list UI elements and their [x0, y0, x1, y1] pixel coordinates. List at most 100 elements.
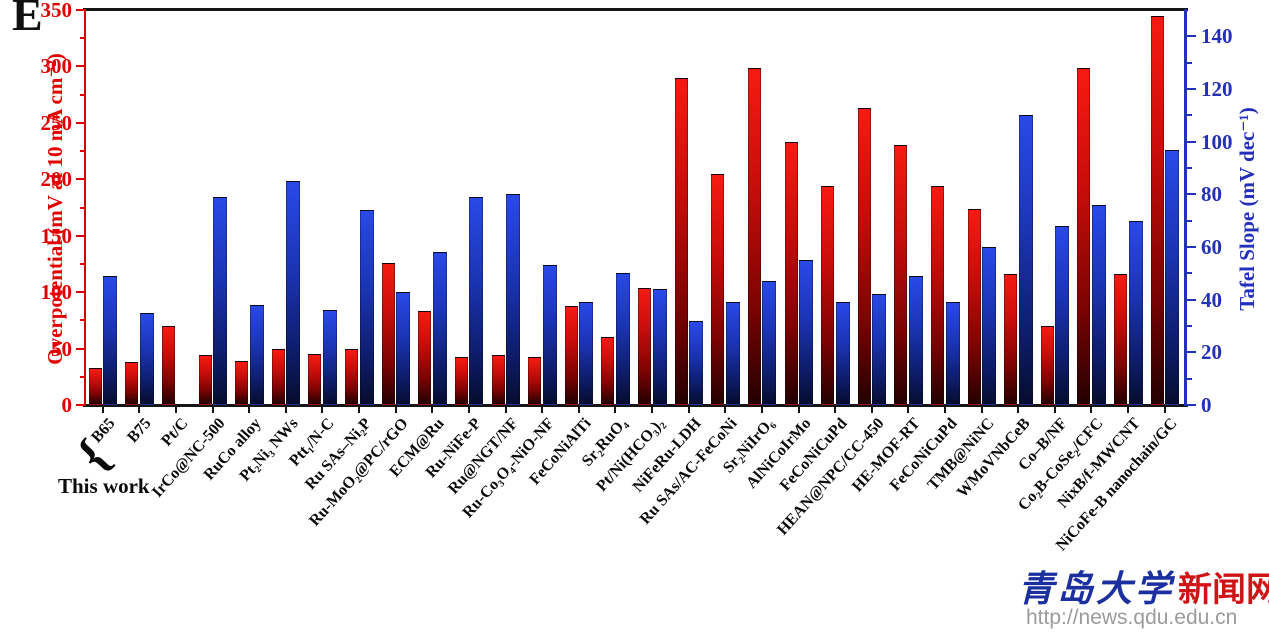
tafel-slope-bar [542, 265, 557, 405]
right-axis-major-tick [1187, 404, 1196, 406]
tafel-slope-bar [652, 289, 667, 405]
right-axis-tick-label: 60 [1201, 235, 1222, 259]
tafel-slope-bar [982, 247, 997, 405]
x-axis-line [83, 404, 1188, 407]
tafel-slope-bar [1165, 149, 1180, 405]
tafel-slope-bar [872, 294, 887, 405]
category-label: B75 [124, 415, 155, 447]
right-axis-major-tick [1187, 246, 1196, 248]
left-axis-tick-label: 300 [40, 54, 73, 79]
overpotential-bar [1150, 15, 1164, 405]
right-axis-major-tick [1187, 140, 1196, 143]
tafel-slope-bar [1128, 220, 1143, 405]
tafel-slope-bar [249, 304, 264, 405]
right-axis-minor-tick [1187, 272, 1192, 275]
right-axis-minor-tick [1187, 325, 1192, 327]
overpotential-bar [821, 186, 835, 405]
overpotential-bar [528, 356, 542, 405]
right-axis-major-tick [1187, 351, 1196, 354]
tafel-slope-bar [1055, 225, 1070, 405]
left-axis-minor-tick [80, 319, 85, 322]
x-axis-tick [1090, 406, 1093, 413]
overpotential-bar [198, 355, 212, 405]
right-axis-minor-tick [1187, 377, 1192, 380]
overpotential-bar [271, 348, 285, 405]
watermark-url: http://news.qdu.edu.cn [1026, 606, 1238, 629]
overpotential-bar [564, 305, 578, 405]
right-axis-tick-label: 100 [1201, 129, 1233, 154]
tafel-slope-bar [1018, 115, 1033, 405]
overpotential-bar [1040, 326, 1054, 405]
left-axis-title: Overpotential (mV at 10 mA cm⁻²) [43, 53, 67, 365]
tafel-slope-bar [396, 291, 411, 405]
overpotential-bar [381, 262, 395, 405]
right-axis-minor-tick [1187, 61, 1192, 64]
left-axis-tick-label: 50 [51, 336, 72, 361]
tafel-slope-bar [579, 302, 594, 405]
left-axis-minor-tick [80, 37, 85, 40]
x-axis-tick [394, 406, 397, 413]
left-axis-major-tick [76, 404, 85, 406]
tafel-slope-bar [725, 302, 740, 405]
x-axis-tick [1163, 406, 1166, 413]
overpotential-bar [88, 367, 102, 405]
left-axis-minor-tick [80, 206, 85, 209]
right-axis-major-tick [1187, 298, 1196, 301]
left-axis-major-tick [76, 347, 85, 350]
x-axis-tick [467, 406, 470, 413]
overpotential-bar [894, 145, 908, 405]
overpotential-bar [601, 337, 615, 405]
overpotential-bar [161, 326, 175, 405]
overpotential-bar [747, 67, 761, 405]
tafel-slope-bar [799, 260, 813, 405]
overpotential-bar [345, 348, 358, 405]
right-axis-major-tick [1187, 88, 1196, 90]
left-axis-tick-label: 350 [40, 0, 73, 22]
right-axis-title: Tafel Slope (mV dec⁻¹) [1235, 107, 1259, 311]
left-axis-major-tick [76, 65, 85, 68]
left-axis-major-tick [76, 121, 85, 124]
x-axis-tick [1127, 406, 1130, 413]
left-axis-tick-label: 150 [40, 223, 73, 248]
left-axis-minor-tick [80, 262, 85, 265]
overpotential-bar [638, 287, 651, 405]
x-axis-tick [980, 406, 983, 413]
tafel-slope-bar [945, 302, 960, 405]
left-axis-tick-label: 100 [40, 280, 73, 305]
tafel-slope-bar [506, 194, 520, 405]
tafel-slope-bar [103, 276, 118, 405]
left-axis-major-tick [76, 9, 85, 11]
right-axis-tick-label: 0 [1201, 393, 1212, 417]
x-axis-tick [541, 406, 544, 413]
overpotential-bar [491, 355, 505, 405]
tafel-slope-bar [689, 320, 704, 405]
x-axis-tick [724, 406, 727, 413]
watermark-news-network: 新闻网 [1178, 572, 1269, 609]
left-axis-tick-label: 0 [61, 393, 73, 417]
x-axis-tick [651, 406, 653, 413]
x-axis-tick [760, 406, 763, 413]
x-axis-tick [1053, 406, 1056, 413]
overpotential-bar [418, 311, 432, 405]
watermark-university-name: 青岛大学 [1018, 569, 1175, 609]
x-axis-tick [944, 406, 946, 413]
right-axis-minor-tick [1187, 167, 1192, 169]
left-axis-minor-tick [80, 375, 85, 378]
right-axis-minor-tick [1187, 114, 1192, 117]
x-axis-tick [797, 406, 800, 413]
tafel-slope-bar [213, 197, 228, 405]
category-label: Pt/C [158, 415, 192, 450]
watermark: 青岛大学 新闻网 [1018, 560, 1269, 612]
right-axis-line [1184, 9, 1187, 406]
x-axis-tick [321, 406, 324, 413]
left-axis-minor-tick [80, 150, 85, 153]
left-axis-line [84, 9, 86, 406]
right-axis-major-tick [1187, 193, 1196, 196]
overpotential-bar [1077, 67, 1091, 405]
left-axis-tick-label: 250 [40, 110, 73, 135]
overpotential-bar [711, 173, 725, 405]
x-axis-tick [614, 406, 617, 413]
right-axis-tick-label: 80 [1201, 182, 1222, 207]
tafel-slope-bar [1091, 204, 1106, 405]
